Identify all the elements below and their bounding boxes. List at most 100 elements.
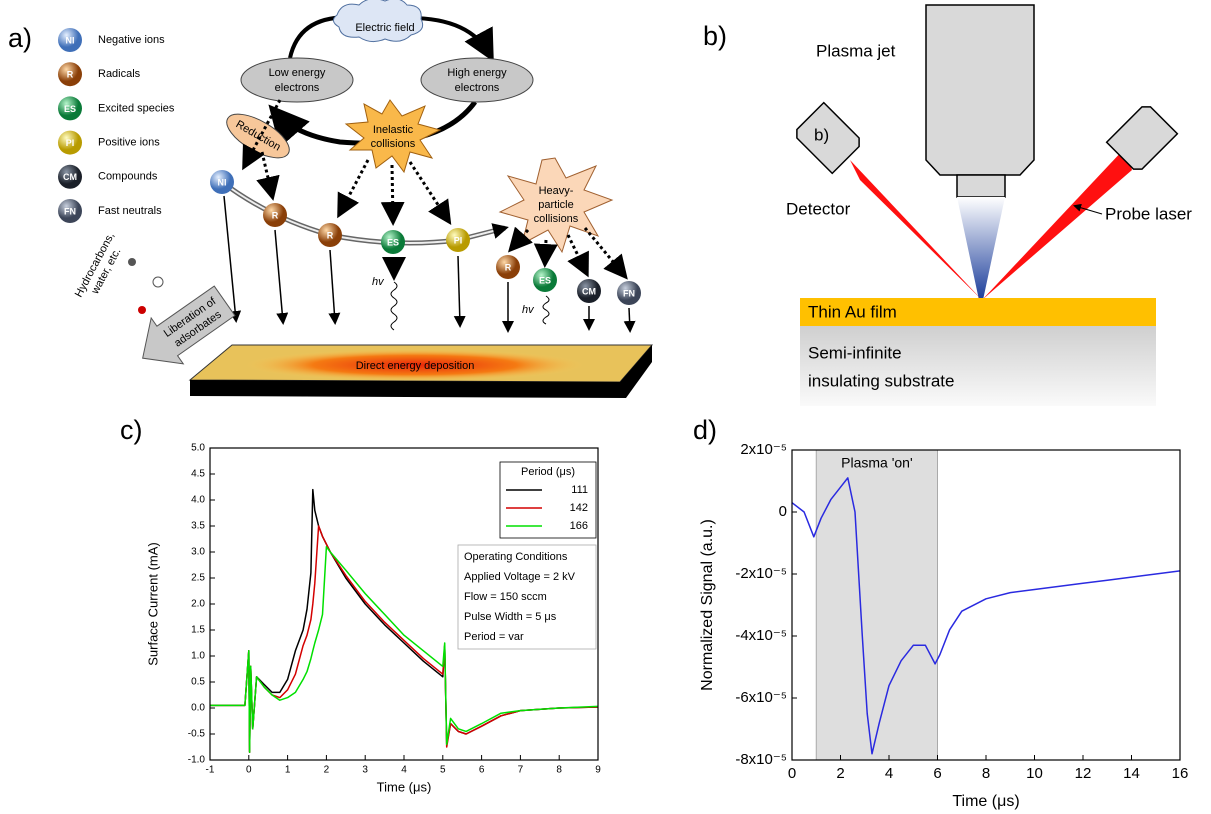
species-abbr: NI [66, 35, 75, 45]
plasma-jet-label: Plasma jet [816, 41, 896, 60]
heavy-particle-label: particle [538, 199, 573, 211]
x-tick-label: -1 [206, 765, 215, 776]
detector [796, 101, 860, 175]
species-ball-label: FN [623, 288, 635, 298]
y-tick-label: 3.5 [191, 521, 205, 532]
x-tick-label: 1 [285, 765, 291, 776]
species-ball [210, 170, 234, 194]
laser [1105, 106, 1179, 170]
x-tick-label: 8 [982, 765, 990, 782]
conditions-text: Operating Conditions [464, 551, 568, 563]
detector-beam [850, 160, 982, 300]
shaded-region [815, 449, 938, 761]
plasma-plume [957, 197, 1005, 300]
species-icon [58, 62, 82, 87]
molecule [128, 258, 136, 266]
conditions-text: Flow = 150 sccm [464, 591, 547, 603]
species-label: Excited species [98, 102, 175, 114]
probe-laser-label: Probe laser [1105, 204, 1192, 223]
heavy-particle-label: Heavy- [539, 185, 574, 197]
x-tick-label: 2 [324, 765, 330, 776]
conditions-text: Pulse Width = 5 μs [464, 611, 557, 623]
species-ball [318, 223, 342, 247]
panel-label: c) [120, 415, 143, 445]
species-ball-label: R [327, 230, 334, 240]
species-ball [577, 279, 601, 303]
species-label: Positive ions [98, 137, 160, 149]
species-ball-label: ES [387, 237, 399, 247]
species-abbr: PI [66, 138, 75, 148]
x-tick-label: 14 [1123, 765, 1140, 782]
y-tick-label: 2.5 [191, 573, 205, 584]
x-tick-label: 4 [885, 765, 893, 782]
x-tick-label: 6 [479, 765, 485, 776]
hv-label: hv [522, 304, 535, 316]
species-icon [58, 130, 82, 155]
species-ball [533, 268, 557, 292]
x-tick-label: 8 [556, 765, 562, 776]
x-tick-label: 5 [440, 765, 446, 776]
conditions-text: Period = var [464, 631, 524, 643]
molecule [138, 306, 146, 314]
nozzle [956, 174, 1006, 198]
photon-wave [542, 295, 550, 325]
y-tick-label: -2x10⁻⁵ [735, 565, 787, 582]
species-ball [496, 255, 520, 279]
x-tick-label: 10 [1026, 765, 1043, 782]
y-axis-label: Normalized Signal (a.u.) [699, 519, 716, 691]
high-energy-label: electrons [455, 82, 500, 94]
species-legend: NI Negative ions R Radicals ES Excited specie… [58, 28, 175, 223]
x-axis-label: Time (μs) [377, 779, 432, 794]
species-icon [58, 96, 82, 121]
legend-label: 142 [570, 502, 588, 514]
inelastic-burst [344, 99, 442, 174]
species-ball [617, 281, 641, 305]
species-ball-label: ES [539, 275, 551, 285]
deposition-label: Direct energy deposition [356, 360, 475, 372]
series-line [210, 546, 599, 753]
conditions-text: Applied Voltage = 2 kV [464, 571, 576, 583]
conditions-box [457, 544, 597, 650]
substrate-label: Semi-infinite [808, 343, 902, 362]
plasma-jet [925, 4, 1035, 176]
x-tick-label: 4 [401, 765, 407, 776]
inelastic-label: Inelastic [373, 124, 414, 136]
species-label: Negative ions [98, 34, 165, 46]
y-tick-label: -6x10⁻⁵ [735, 689, 787, 706]
x-axis-label: Time (μs) [952, 793, 1019, 810]
species-balls: NI R R ES PI R ES CM FN [210, 170, 641, 305]
x-tick-label: 0 [788, 765, 796, 782]
y-tick-label: 1.5 [191, 625, 205, 636]
x-tick-label: 2 [836, 765, 844, 782]
x-tick-label: 7 [518, 765, 524, 776]
au-film [800, 298, 1156, 326]
panel-label: d) [693, 415, 717, 445]
species-ball [446, 228, 470, 252]
species-icon [58, 199, 82, 223]
legend-label: 111 [571, 484, 588, 496]
legend-title: Period (μs) [521, 466, 575, 478]
hv-label: hv [372, 276, 385, 288]
low-energy-label: Low energy [269, 67, 326, 79]
y-axis-label: Surface Current (mA) [145, 542, 160, 666]
pointer [1073, 203, 1103, 215]
species-ball-label: CM [582, 286, 596, 296]
dotted-arrows [242, 99, 628, 281]
species-label: Compounds [98, 171, 158, 183]
x-tick-label: 3 [362, 765, 368, 776]
y-tick-label: 0.5 [191, 677, 205, 688]
inner-panel-label: b) [814, 125, 829, 144]
probe-beam [982, 148, 1132, 300]
shade-label: Plasma 'on' [841, 455, 913, 471]
x-tick-label: 16 [1172, 765, 1189, 782]
substrate-label: insulating substrate [808, 371, 954, 390]
detector-label: Detector [786, 199, 851, 218]
species-abbr: R [67, 70, 74, 80]
heavy-particle-label: collisions [534, 213, 579, 225]
species-ball-label: NI [218, 177, 227, 187]
molecule [152, 276, 164, 288]
species-icon [58, 28, 82, 52]
y-tick-label: -4x10⁻⁵ [735, 627, 787, 644]
species-ball-label: PI [454, 235, 463, 245]
